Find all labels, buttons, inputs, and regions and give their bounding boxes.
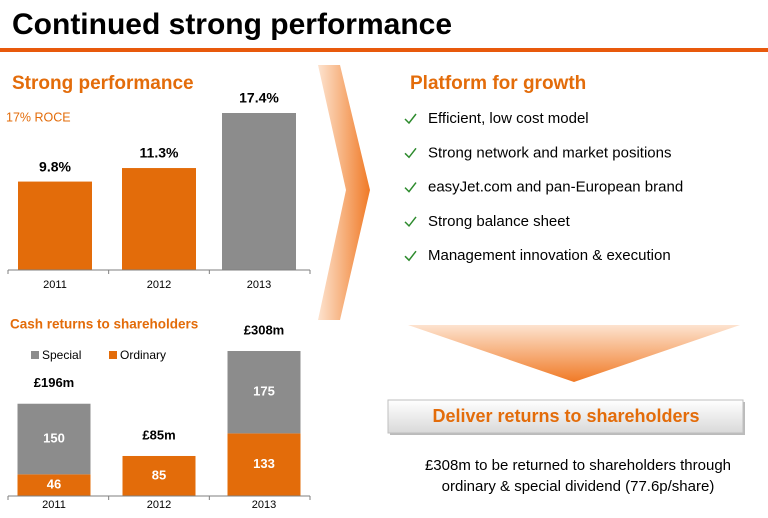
x-tick-label: 2012	[147, 499, 171, 511]
bar	[122, 168, 196, 270]
segment-label: 175	[253, 384, 275, 399]
check-icon	[404, 113, 417, 125]
check-icon	[404, 250, 417, 262]
slide-title: Continued strong performance	[12, 8, 452, 41]
bar-segment	[17, 403, 91, 475]
platform-title: Platform for growth	[410, 73, 586, 94]
footer-line: £308m to be returned to shareholders thr…	[425, 457, 731, 474]
bullet-text: Efficient, low cost model	[428, 110, 589, 127]
bar	[18, 181, 92, 270]
legend-label: Special	[42, 348, 81, 362]
check-icon	[404, 147, 417, 159]
value-label: 11.3%	[140, 145, 179, 161]
bullet-text: Management innovation & execution	[428, 247, 671, 264]
chart-title: Strong performance	[12, 73, 194, 94]
bar	[222, 113, 296, 270]
x-tick-label: 2012	[147, 279, 171, 291]
legend-swatch	[31, 351, 39, 359]
check-icon	[404, 182, 417, 193]
x-tick-label: 2013	[247, 279, 271, 291]
arrow-right	[318, 65, 370, 320]
segment-label: 150	[43, 430, 65, 445]
total-label: £196m	[34, 375, 74, 390]
check-icon	[404, 216, 417, 228]
value-label: 17.4%	[239, 90, 279, 106]
deliver-text: Deliver returns to shareholders	[432, 406, 699, 426]
bar-segment	[227, 351, 301, 434]
x-tick-label: 2011	[43, 279, 67, 291]
chart-subtitle: 17% ROCE	[6, 110, 71, 124]
legend-swatch	[109, 351, 117, 359]
x-tick-label: 2011	[42, 499, 66, 511]
segment-label: 46	[47, 477, 61, 492]
segment-label: 85	[152, 467, 166, 482]
x-tick-label: 2013	[252, 499, 276, 511]
legend-label: Ordinary	[120, 348, 166, 362]
bar-segment	[122, 455, 196, 496]
title-rule	[0, 48, 768, 52]
chart-title: Cash returns to shareholders	[10, 317, 198, 332]
deliver-box	[387, 399, 744, 434]
bullet-text: Strong network and market positions	[428, 144, 671, 161]
bar-segment	[227, 433, 301, 496]
bullet-text: Strong balance sheet	[428, 213, 571, 230]
value-label: 9.8%	[39, 158, 71, 174]
bullet-text: easyJet.com and pan-European brand	[428, 179, 683, 196]
bar-segment	[17, 474, 91, 496]
footer-line: ordinary & special dividend (77.6p/share…	[442, 478, 715, 495]
arrow-down	[408, 325, 740, 382]
total-label: £85m	[142, 427, 175, 442]
total-label: £308m	[244, 322, 284, 337]
segment-label: 133	[253, 456, 275, 471]
